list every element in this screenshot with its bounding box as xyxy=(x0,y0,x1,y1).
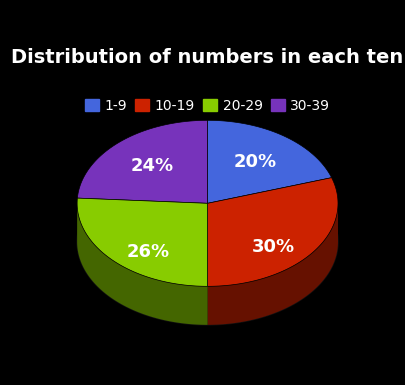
Polygon shape xyxy=(77,198,207,286)
Polygon shape xyxy=(207,177,338,286)
Polygon shape xyxy=(77,159,338,325)
Polygon shape xyxy=(207,120,332,203)
Polygon shape xyxy=(207,204,338,325)
Text: 24%: 24% xyxy=(131,157,174,175)
Text: 30%: 30% xyxy=(252,238,294,256)
Text: Distribution of numbers in each ten: Distribution of numbers in each ten xyxy=(11,48,404,67)
Legend: 1-9, 10-19, 20-29, 30-39: 1-9, 10-19, 20-29, 30-39 xyxy=(79,93,336,118)
Text: 20%: 20% xyxy=(234,153,277,171)
Text: 26%: 26% xyxy=(127,243,170,261)
Polygon shape xyxy=(77,204,207,325)
Polygon shape xyxy=(77,120,207,203)
